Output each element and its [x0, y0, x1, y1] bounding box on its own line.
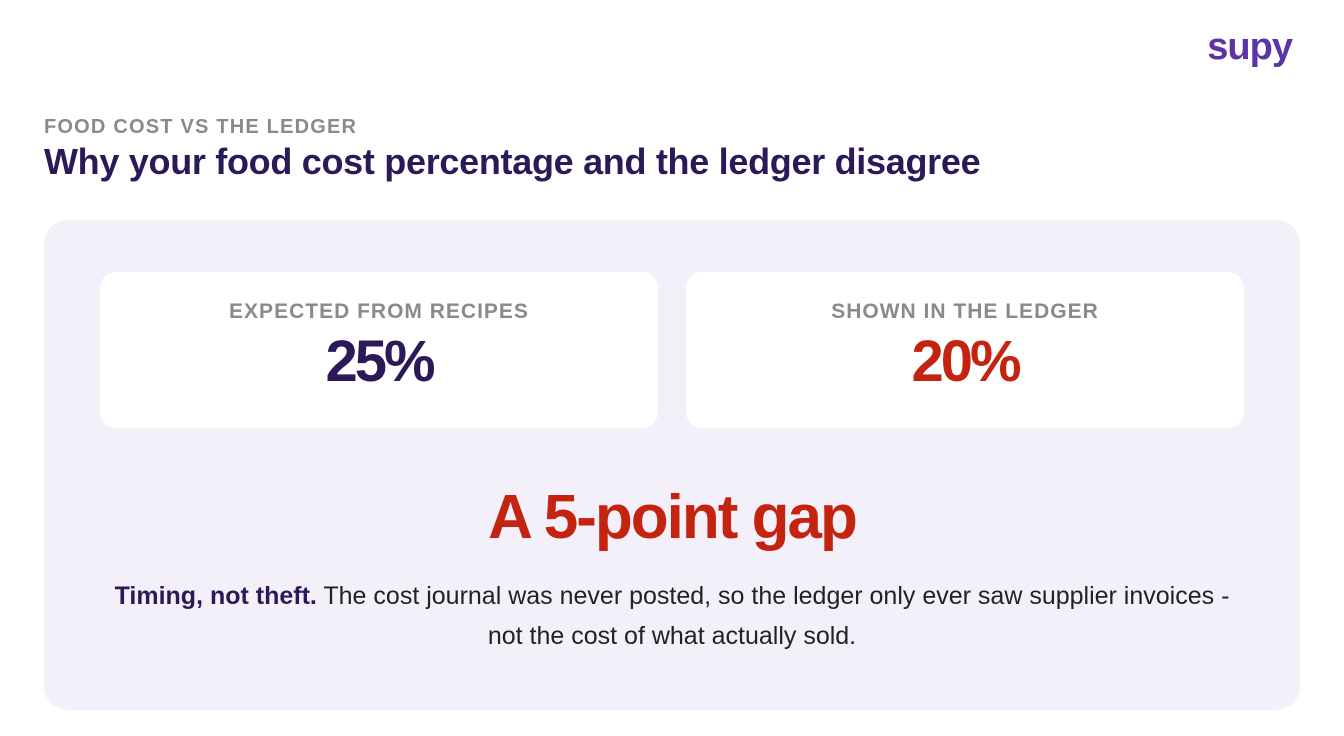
- expected-stat-label: EXPECTED FROM RECIPES: [229, 300, 529, 323]
- section-eyebrow: FOOD COST VS THE LEDGER: [44, 116, 358, 138]
- ledger-stat-value: 20%: [911, 329, 1021, 394]
- page-title: Why your food cost percentage and the le…: [44, 141, 981, 182]
- comparison-panel: EXPECTED FROM RECIPES 25% SHOWN IN THE L…: [44, 220, 1300, 710]
- explanation-lead: Timing, not theft.: [114, 582, 317, 610]
- expected-stat-value: 25%: [325, 329, 435, 394]
- ledger-stat-label: SHOWN IN THE LEDGER: [831, 300, 1099, 323]
- ledger-stat-card: SHOWN IN THE LEDGER 20%: [686, 272, 1244, 428]
- gap-explanation: Timing, not theft. The cost journal was …: [104, 576, 1240, 656]
- supy-logo: supy: [1207, 26, 1293, 68]
- expected-stat-card: EXPECTED FROM RECIPES 25%: [100, 272, 658, 428]
- explanation-body: The cost journal was never posted, so th…: [316, 582, 1230, 650]
- gap-headline: A 5-point gap: [488, 483, 858, 552]
